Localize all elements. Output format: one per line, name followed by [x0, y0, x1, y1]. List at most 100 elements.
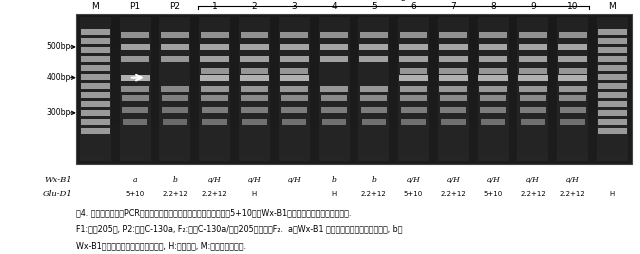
- Text: Wx-B1: Wx-B1: [45, 176, 72, 184]
- Bar: [400, 95, 427, 101]
- Bar: [163, 119, 187, 125]
- Bar: [202, 107, 228, 113]
- Bar: [559, 32, 586, 38]
- Bar: [76, 146, 632, 149]
- Bar: [439, 44, 468, 50]
- Text: a: a: [133, 176, 138, 184]
- Text: 6: 6: [411, 2, 417, 11]
- Text: 2.2+12: 2.2+12: [361, 191, 387, 197]
- Text: 8: 8: [490, 2, 496, 11]
- Bar: [361, 107, 387, 113]
- Bar: [161, 86, 189, 92]
- Text: 2.2+12: 2.2+12: [202, 191, 228, 197]
- Bar: [321, 107, 347, 113]
- Text: 500bp: 500bp: [47, 42, 71, 52]
- Text: 5: 5: [371, 2, 377, 11]
- Bar: [200, 56, 229, 62]
- Bar: [557, 17, 588, 161]
- Bar: [360, 32, 388, 38]
- Bar: [201, 68, 228, 74]
- Bar: [81, 38, 109, 44]
- Bar: [76, 17, 632, 20]
- Text: 300bp: 300bp: [47, 108, 71, 117]
- Bar: [597, 17, 628, 161]
- Bar: [360, 95, 387, 101]
- Bar: [162, 107, 188, 113]
- Bar: [76, 80, 632, 83]
- Bar: [76, 134, 632, 137]
- Bar: [598, 110, 627, 116]
- Bar: [358, 17, 389, 161]
- Bar: [518, 44, 547, 50]
- Bar: [438, 74, 468, 81]
- Bar: [76, 38, 632, 41]
- Bar: [200, 74, 229, 81]
- Bar: [598, 47, 627, 53]
- Text: Wx-B1欠失型（白矢印のバンド無）, H:ヘテロ型, M:サイズマーカー.: Wx-B1欠失型（白矢印のバンド無）, H:ヘテロ型, M:サイズマーカー.: [76, 241, 246, 250]
- Bar: [80, 17, 111, 161]
- Bar: [280, 86, 308, 92]
- Bar: [440, 95, 467, 101]
- Text: P2: P2: [170, 2, 180, 11]
- Bar: [360, 56, 388, 62]
- Bar: [480, 95, 506, 101]
- Bar: [398, 17, 429, 161]
- Bar: [76, 158, 632, 161]
- Bar: [280, 56, 308, 62]
- Bar: [199, 17, 230, 161]
- Bar: [518, 56, 547, 62]
- Text: F1:東北205号, P2:盛糸C-130a, F₂:盛糸C-130a/東北205号由来のF₂.  a：Wx-B1 野生型（白矢印のバンド有）, b：: F1:東北205号, P2:盛糸C-130a, F₂:盛糸C-130a/東北20…: [76, 225, 402, 234]
- Bar: [161, 32, 189, 38]
- Bar: [281, 107, 307, 113]
- Bar: [598, 83, 627, 89]
- Bar: [159, 17, 191, 161]
- Bar: [360, 86, 388, 92]
- Bar: [81, 119, 109, 125]
- Bar: [76, 137, 632, 140]
- Bar: [400, 68, 428, 74]
- Bar: [76, 41, 632, 44]
- Bar: [320, 56, 348, 62]
- Bar: [241, 68, 268, 74]
- Bar: [518, 74, 548, 81]
- Text: a/H: a/H: [526, 176, 540, 184]
- Bar: [240, 56, 269, 62]
- Bar: [76, 44, 632, 47]
- Bar: [76, 14, 632, 164]
- Bar: [241, 95, 268, 101]
- Bar: [122, 56, 149, 62]
- Text: F: F: [390, 0, 397, 1]
- Bar: [76, 92, 632, 95]
- Bar: [322, 119, 346, 125]
- Bar: [201, 32, 228, 38]
- Bar: [202, 119, 227, 125]
- Bar: [440, 68, 467, 74]
- Text: P1: P1: [130, 2, 141, 11]
- Bar: [76, 149, 632, 152]
- Bar: [202, 95, 228, 101]
- Bar: [479, 32, 507, 38]
- Bar: [76, 89, 632, 92]
- Bar: [320, 44, 348, 50]
- Text: 1: 1: [212, 2, 218, 11]
- Bar: [521, 119, 545, 125]
- Bar: [76, 35, 632, 38]
- Bar: [120, 74, 150, 81]
- Bar: [76, 119, 632, 122]
- Bar: [123, 119, 147, 125]
- Text: 3: 3: [291, 2, 297, 11]
- Bar: [559, 86, 586, 92]
- Text: Glu-D1: Glu-D1: [43, 190, 72, 198]
- Bar: [558, 44, 587, 50]
- Bar: [81, 110, 109, 116]
- Bar: [559, 107, 586, 113]
- Bar: [76, 20, 632, 23]
- Bar: [81, 74, 109, 80]
- Bar: [76, 116, 632, 119]
- Bar: [438, 17, 469, 161]
- Bar: [362, 119, 386, 125]
- Bar: [399, 44, 428, 50]
- Bar: [280, 32, 308, 38]
- Bar: [81, 29, 109, 35]
- Bar: [76, 110, 632, 113]
